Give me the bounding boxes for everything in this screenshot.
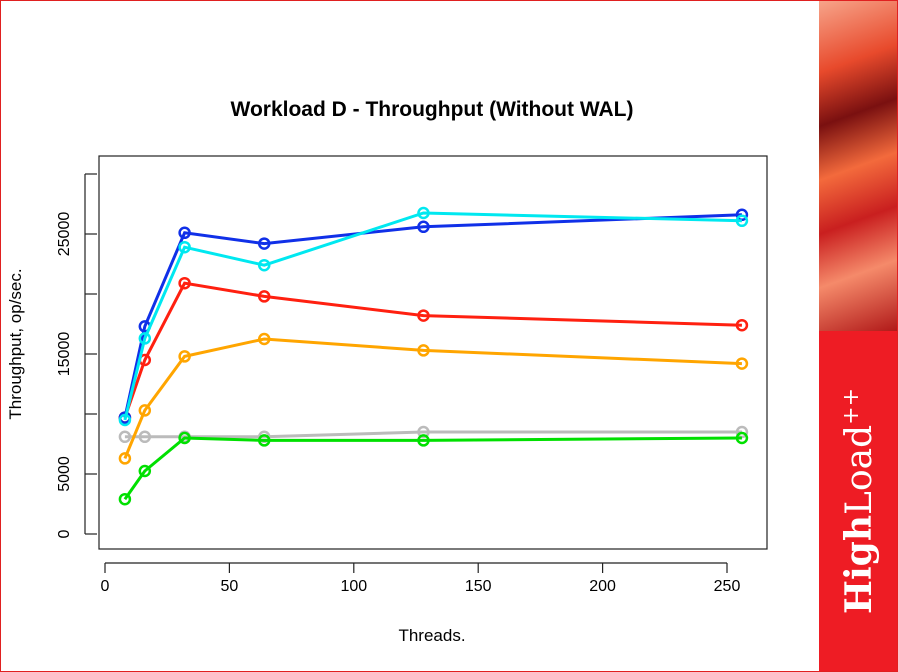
series-line-red (123, 281, 742, 419)
data-point-cyan (178, 240, 191, 254)
x-tick-label: 150 (465, 578, 492, 595)
data-point-red (417, 309, 430, 322)
series-cyan (118, 206, 749, 427)
series-green (118, 431, 749, 506)
data-point-gray (417, 425, 430, 439)
x-tick-label: 200 (589, 578, 616, 595)
decorative-pattern (819, 1, 897, 331)
data-point-orange (178, 350, 191, 363)
series-orange (118, 332, 749, 465)
series-line-green (123, 436, 742, 501)
data-point-cyan (138, 332, 152, 345)
data-point-green (735, 431, 749, 445)
data-point-cyan (257, 258, 271, 272)
series-group (118, 206, 749, 506)
data-point-green (417, 434, 430, 447)
data-point-green (138, 464, 152, 478)
data-point-red (178, 276, 191, 290)
data-point-cyan (118, 413, 132, 427)
x-tick-label: 50 (221, 578, 239, 595)
data-point-cyan (735, 214, 749, 228)
x-axis: 0 50 100 150 200 250 (101, 562, 741, 595)
data-point-green (257, 434, 271, 447)
series-line-gray (124, 430, 742, 439)
logo-sup-text: ++ (839, 387, 864, 425)
data-point-blue (417, 220, 430, 234)
logo-bold-text: High (838, 514, 880, 615)
data-point-orange (417, 344, 430, 357)
series-line-orange (123, 337, 742, 459)
y-axis: 0 5000 15000 25000 (56, 173, 97, 538)
series-line-cyan (123, 211, 742, 421)
data-point-gray (735, 425, 749, 439)
y-axis-label: Throughput, op/sec. (6, 268, 25, 419)
data-point-gray (118, 430, 132, 444)
data-point-blue (257, 237, 271, 250)
data-point-green (118, 492, 132, 506)
data-point-orange (257, 332, 271, 346)
data-point-green (178, 431, 191, 445)
data-point-orange (138, 404, 152, 417)
x-axis-label: Threads. (398, 626, 465, 645)
x-tick-label: 100 (340, 578, 367, 595)
chart-title: Workload D - Throughput (Without WAL) (231, 98, 634, 121)
y-tick-label: 15000 (56, 332, 73, 377)
series-red (118, 276, 749, 424)
data-point-gray (138, 430, 152, 444)
plot-frame (98, 155, 768, 550)
y-tick-label: 25000 (56, 212, 73, 257)
data-point-red (257, 290, 271, 303)
y-tick-label: 5000 (56, 456, 73, 492)
logo-light-text: Load (839, 424, 880, 515)
x-tick-label: 0 (101, 578, 110, 595)
data-point-blue (178, 226, 191, 240)
data-point-orange (118, 452, 132, 465)
data-point-cyan (417, 206, 430, 220)
throughput-chart: Workload D - Throughput (Without WAL) 0 5… (6, 98, 768, 645)
data-point-red (735, 318, 749, 332)
highload-logo: HighLoad++ (827, 341, 891, 661)
x-tick-label: 250 (714, 578, 741, 595)
data-point-orange (735, 357, 749, 370)
y-tick-label: 0 (56, 529, 73, 538)
branding-sidebar: HighLoad++ (819, 1, 897, 671)
